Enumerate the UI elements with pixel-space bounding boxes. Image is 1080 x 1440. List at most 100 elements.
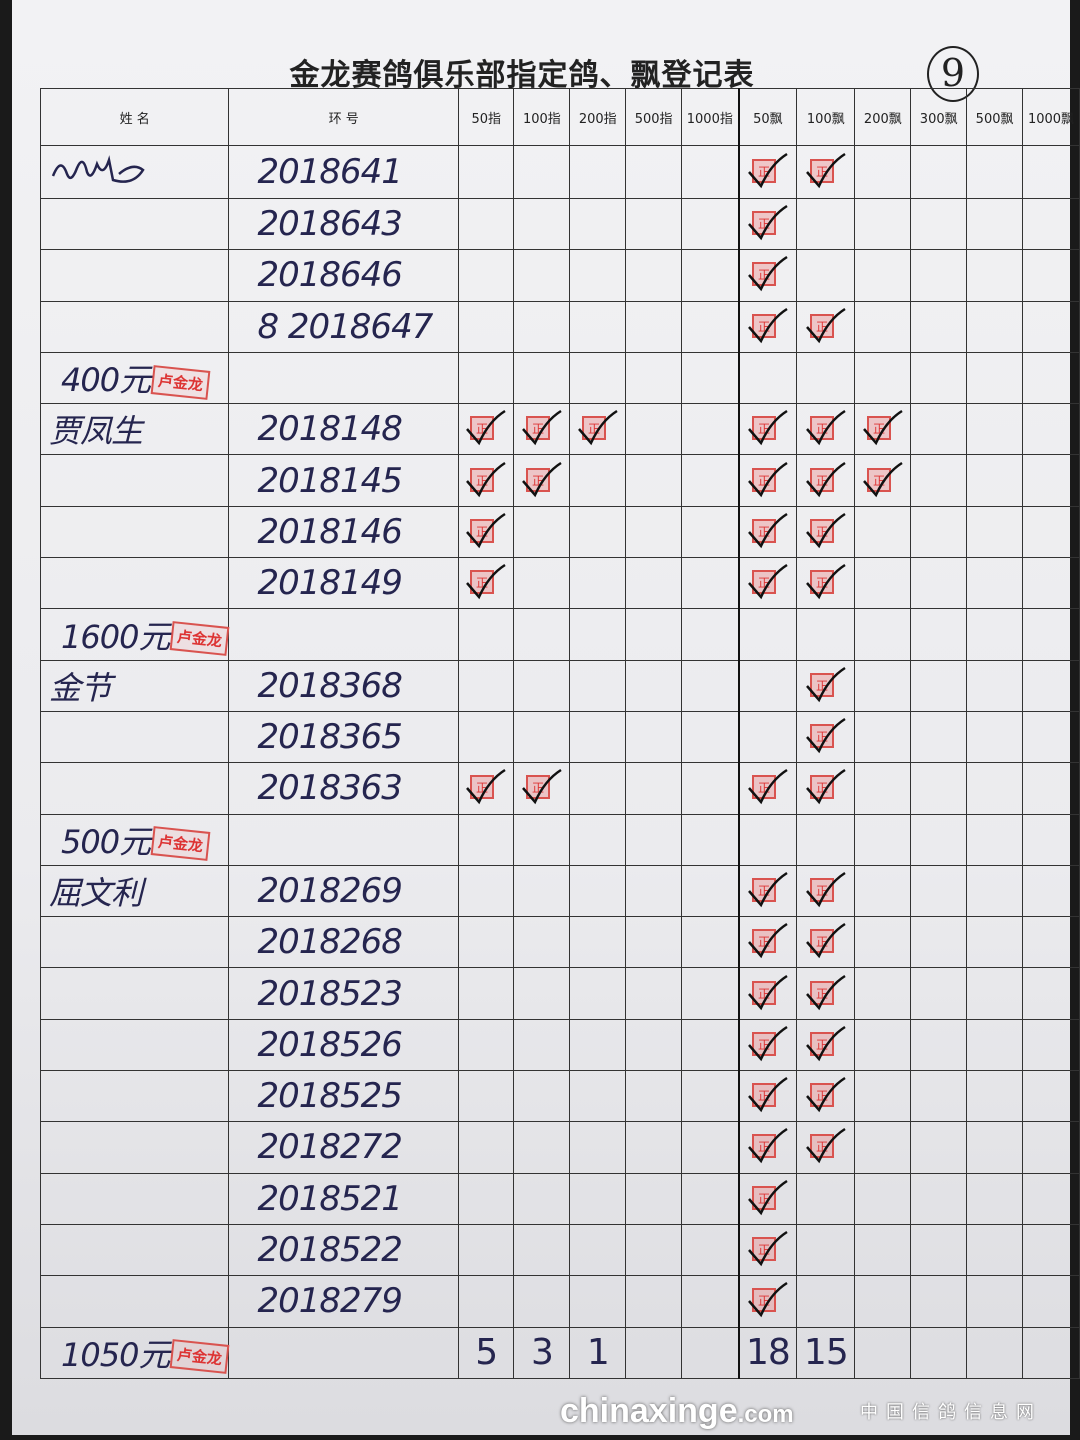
stamped-check-icon: 正 bbox=[747, 974, 788, 1010]
cell-z1000 bbox=[681, 813, 740, 866]
table-row: 贾凤生 2018148 正正正正正正 bbox=[39, 403, 1080, 456]
cell-z200 bbox=[569, 145, 627, 199]
column-header-p100: 100飘 bbox=[796, 88, 856, 146]
check-mark-p50: 正 bbox=[738, 864, 798, 918]
cell-p300 bbox=[910, 557, 968, 610]
check-mark-z50: 正 bbox=[457, 505, 515, 559]
cell-z100 bbox=[513, 300, 571, 353]
table-row: 2018525 正正 bbox=[39, 1070, 1080, 1123]
total-p50: 18 bbox=[738, 1326, 798, 1379]
cell-z50 bbox=[457, 864, 515, 918]
cell-p100 bbox=[796, 351, 856, 405]
cell-p500 bbox=[966, 249, 1024, 302]
cell-name bbox=[39, 249, 230, 302]
cell-p1000 bbox=[1022, 864, 1080, 918]
cell-z100 bbox=[513, 1121, 571, 1174]
ring-number: 2018523 bbox=[228, 967, 459, 1020]
cell-p300 bbox=[910, 351, 968, 405]
cell-z50 bbox=[457, 145, 515, 199]
cell-z100 bbox=[513, 249, 571, 302]
cell-p500 bbox=[966, 710, 1024, 764]
cell-p1000 bbox=[1022, 608, 1080, 661]
cell-p200 bbox=[854, 1070, 912, 1123]
cell-z50 bbox=[457, 1018, 515, 1072]
cell-z500 bbox=[625, 145, 683, 199]
stamped-check-icon: 正 bbox=[747, 512, 788, 549]
stamped-check-icon: 正 bbox=[805, 974, 846, 1010]
ring-number: 2018365 bbox=[228, 710, 459, 764]
owner-name: 贾凤生 bbox=[39, 403, 230, 456]
stamped-check-icon: 正 bbox=[805, 871, 846, 908]
cell-z200 bbox=[569, 659, 627, 712]
table-row: 8 2018647 正正 bbox=[39, 300, 1080, 353]
cell-z1000 bbox=[681, 1172, 740, 1225]
registration-table: 姓 名环 号 50指 100指 200指 500指 1000指 50飘 100飘 200飘 300… bbox=[39, 88, 1080, 1379]
stamped-check-icon: 正 bbox=[466, 564, 506, 600]
table-row: 2018268 正正 bbox=[39, 916, 1080, 969]
cell-name bbox=[39, 916, 230, 969]
stamped-check-icon: 正 bbox=[805, 769, 846, 805]
cell-p300 bbox=[910, 864, 968, 918]
cell-z500 bbox=[625, 197, 683, 251]
cell-z200 bbox=[569, 454, 627, 507]
cell-z200 bbox=[569, 300, 627, 353]
stamped-check-icon: 正 bbox=[747, 152, 788, 189]
cell-name bbox=[39, 300, 230, 353]
cell-p500 bbox=[966, 1326, 1024, 1379]
cell-name bbox=[39, 1070, 230, 1123]
cell-z100 bbox=[513, 813, 571, 866]
cell-p300 bbox=[910, 1223, 968, 1277]
cell-z1000 bbox=[681, 1070, 740, 1123]
stamped-check-icon: 正 bbox=[747, 410, 788, 446]
cell-p1000 bbox=[1022, 1172, 1080, 1225]
cell-name bbox=[39, 710, 230, 764]
cell-z50 bbox=[457, 1172, 515, 1225]
cell-p50 bbox=[738, 813, 798, 866]
cell-name bbox=[39, 967, 230, 1020]
cell-p300 bbox=[910, 916, 968, 969]
cell-ring bbox=[228, 608, 459, 661]
check-mark-p50: 正 bbox=[738, 1018, 798, 1072]
cell-z100 bbox=[513, 505, 571, 559]
check-mark-z200: 正 bbox=[569, 403, 627, 456]
cell-z500 bbox=[625, 710, 683, 764]
cell-p1000 bbox=[1022, 762, 1080, 815]
cell-p1000 bbox=[1022, 1275, 1080, 1328]
total-z50: 5 bbox=[457, 1326, 515, 1379]
column-header-z50: 50指 bbox=[457, 88, 515, 146]
check-mark-p100: 正 bbox=[796, 454, 856, 507]
cell-p300 bbox=[910, 762, 968, 815]
check-mark-p100: 正 bbox=[796, 1121, 856, 1174]
ring-number: 2018522 bbox=[228, 1223, 459, 1277]
ring-number: 2018641 bbox=[228, 145, 459, 199]
cell-p300 bbox=[910, 1018, 968, 1072]
table-row: 2018365 正 bbox=[39, 710, 1080, 764]
cell-z500 bbox=[625, 608, 683, 661]
cell-p200 bbox=[854, 145, 912, 199]
cell-p200 bbox=[854, 659, 912, 712]
check-mark-p100: 正 bbox=[796, 659, 856, 712]
cell-z1000 bbox=[681, 608, 740, 661]
cell-z200 bbox=[569, 710, 627, 764]
cell-p300 bbox=[910, 145, 968, 199]
cell-ring bbox=[228, 813, 459, 866]
stamped-check-icon: 正 bbox=[466, 410, 506, 446]
cell-p500 bbox=[966, 967, 1024, 1020]
cell-z500 bbox=[625, 659, 683, 712]
club-stamp: 卢金龙 bbox=[170, 1339, 230, 1375]
cell-z50 bbox=[457, 1070, 515, 1123]
cell-z100 bbox=[513, 1275, 571, 1328]
check-mark-p50: 正 bbox=[738, 197, 798, 251]
cell-z100 bbox=[513, 1223, 571, 1277]
ring-number: 2018368 bbox=[228, 659, 459, 712]
table-row: 2018146 正正正 bbox=[39, 505, 1080, 559]
header-row: 姓 名环 号 50指 100指 200指 500指 1000指 50飘 100飘 200飘 300… bbox=[39, 88, 1080, 146]
ring-number: 2018268 bbox=[228, 916, 459, 969]
cell-p300 bbox=[910, 710, 968, 764]
cell-z50 bbox=[457, 967, 515, 1020]
cell-p300 bbox=[910, 967, 968, 1020]
table-row: 2018641 正正 bbox=[39, 145, 1080, 199]
column-header-name: 姓 名 bbox=[39, 88, 230, 146]
table-row: 2018522 正 bbox=[39, 1223, 1080, 1277]
cell-z100 bbox=[513, 864, 571, 918]
